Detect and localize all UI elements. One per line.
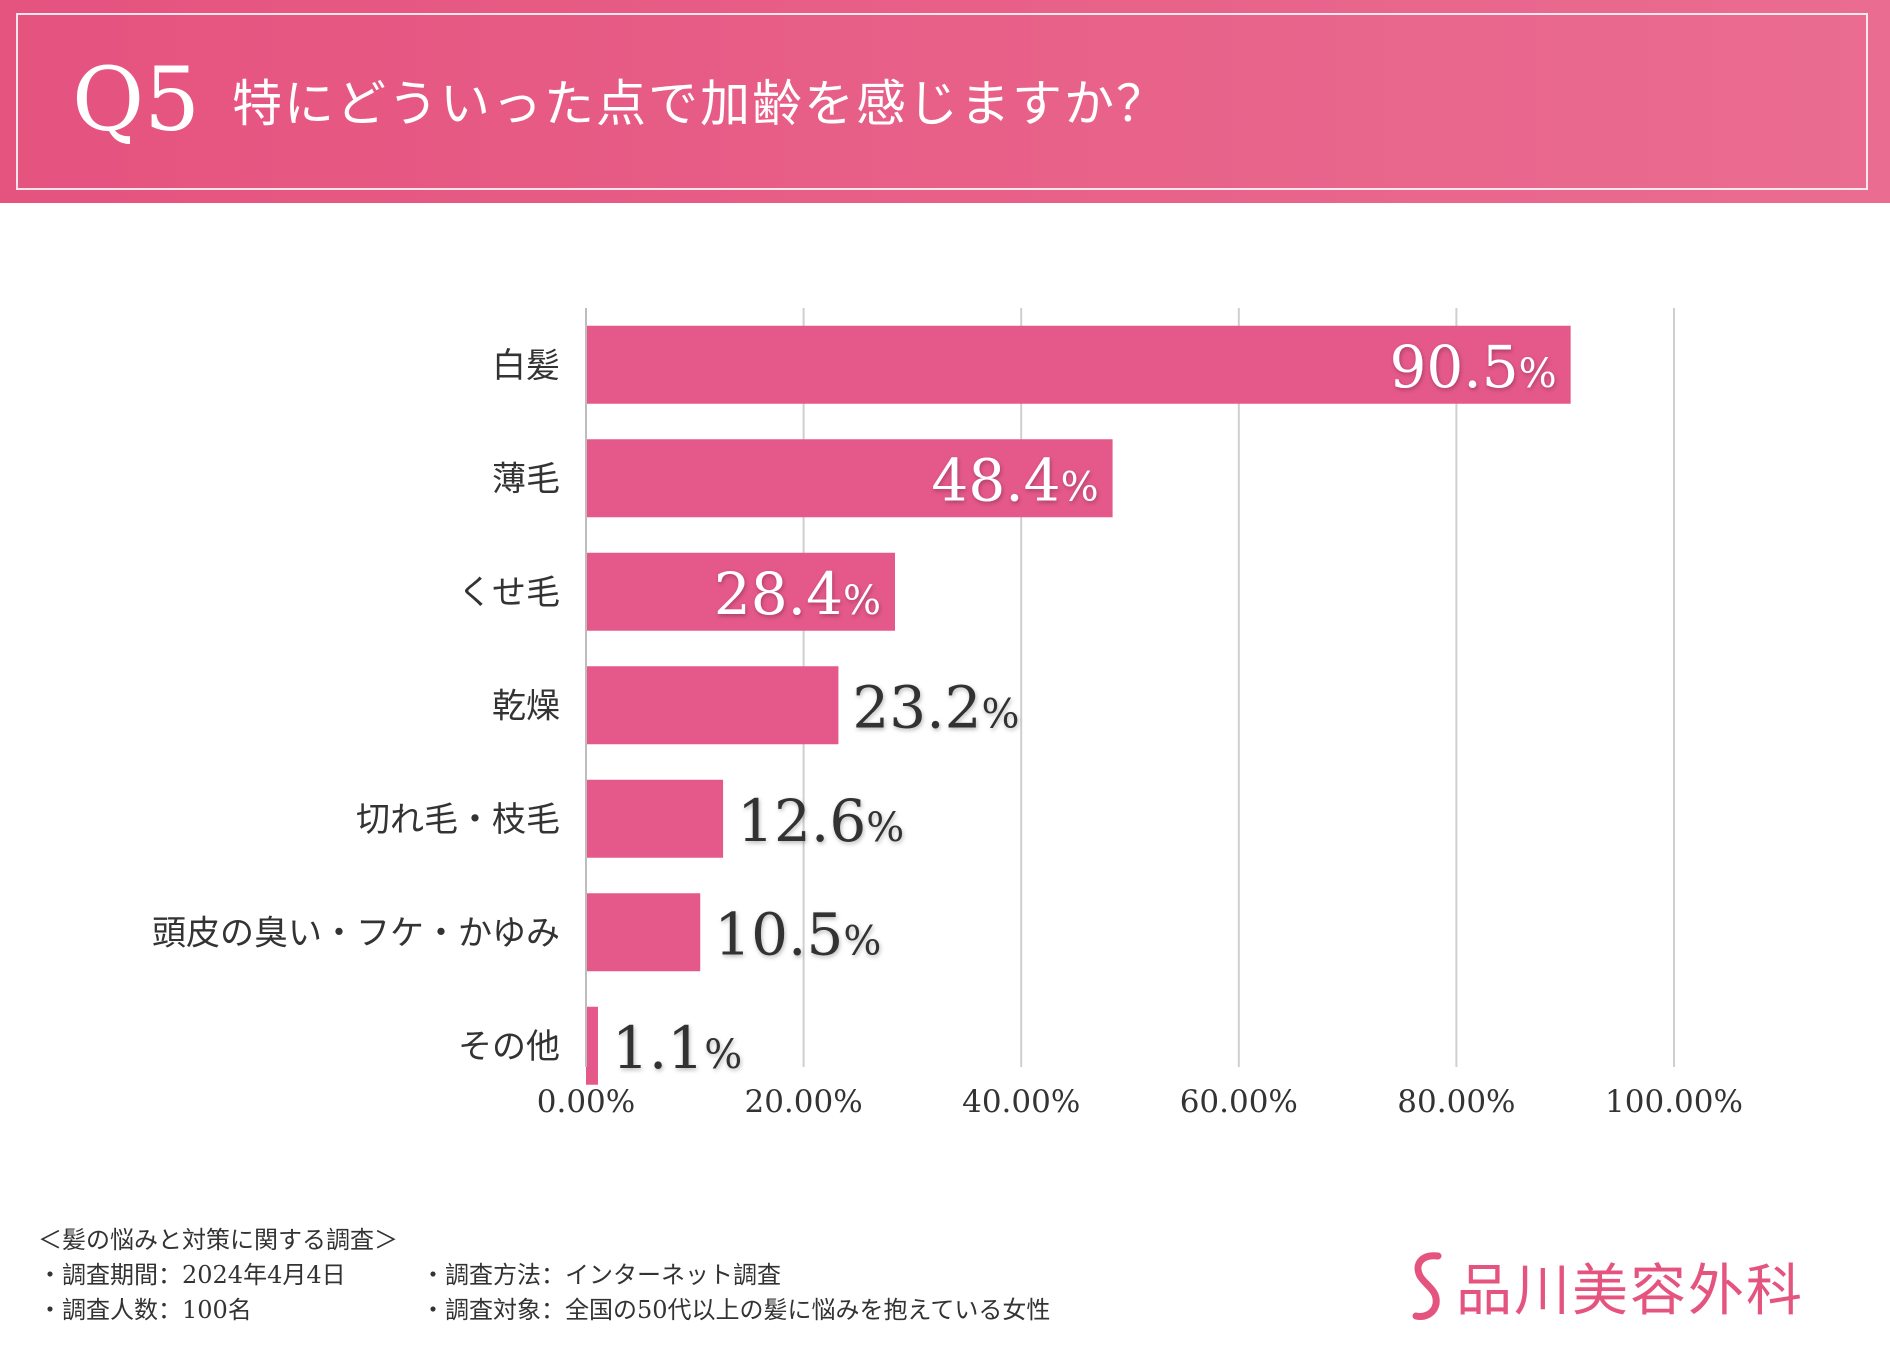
brand-s-icon: [1412, 1252, 1442, 1320]
category-label: その他: [458, 1027, 560, 1067]
x-tick-label: 20.00%: [744, 1084, 862, 1120]
category-label: 白髪: [492, 346, 560, 386]
bar: [586, 439, 1113, 518]
x-tick-label: 40.00%: [962, 1084, 1080, 1120]
value-label: 48.4%: [931, 446, 1098, 514]
x-tick-label: 0.00%: [537, 1084, 635, 1120]
category-label: 頭皮の臭い・フケ・かゆみ: [152, 913, 560, 953]
bar: [586, 1006, 598, 1085]
bar: [586, 325, 1571, 404]
bar: [586, 552, 895, 631]
brand-name: 品川美容外科: [1456, 1258, 1804, 1324]
survey-target: ・調査対象：全国の50代以上の髪に悩みを抱えている女性: [421, 1296, 1051, 1324]
bar: [586, 666, 839, 745]
value-label: 28.4%: [714, 560, 881, 628]
brand-logo: 品川美容外科: [1408, 1248, 1804, 1324]
survey-period: ・調査期間：2024年4月4日: [38, 1261, 346, 1289]
bar: [586, 779, 724, 858]
x-tick-label: 60.00%: [1180, 1084, 1298, 1120]
x-tick-label: 100.00%: [1605, 1084, 1743, 1120]
category-label: 切れ毛・枝毛: [356, 800, 560, 840]
value-label: 10.5%: [714, 900, 881, 968]
value-label: 1.1%: [612, 1014, 742, 1082]
survey-respondents: ・調査人数：100名: [38, 1296, 252, 1324]
x-tick-label: 80.00%: [1397, 1084, 1515, 1120]
survey-title: ＜髪の悩みと対策に関する調査＞: [38, 1226, 398, 1254]
question-text: 特にどういった点で加齢を感じますか？: [232, 75, 1168, 133]
bar: [586, 893, 701, 972]
value-label: 23.2%: [852, 673, 1019, 741]
value-label: 90.5%: [1389, 333, 1556, 401]
category-label: くせ毛: [458, 573, 560, 613]
survey-method: ・調査方法：インターネット調査: [421, 1261, 781, 1289]
header-banner: Q5 特にどういった点で加齢を感じますか？: [0, 0, 1890, 203]
category-label: 薄毛: [492, 459, 560, 499]
value-label: 12.6%: [737, 787, 904, 855]
header-frame: [16, 13, 1868, 190]
bar-chart: 0.00% 20.00% 40.00% 60.00% 80.00% 100.00% 白髪 90…: [152, 308, 1743, 1120]
question-number: Q5: [72, 48, 201, 151]
category-label: 乾燥: [492, 686, 560, 726]
